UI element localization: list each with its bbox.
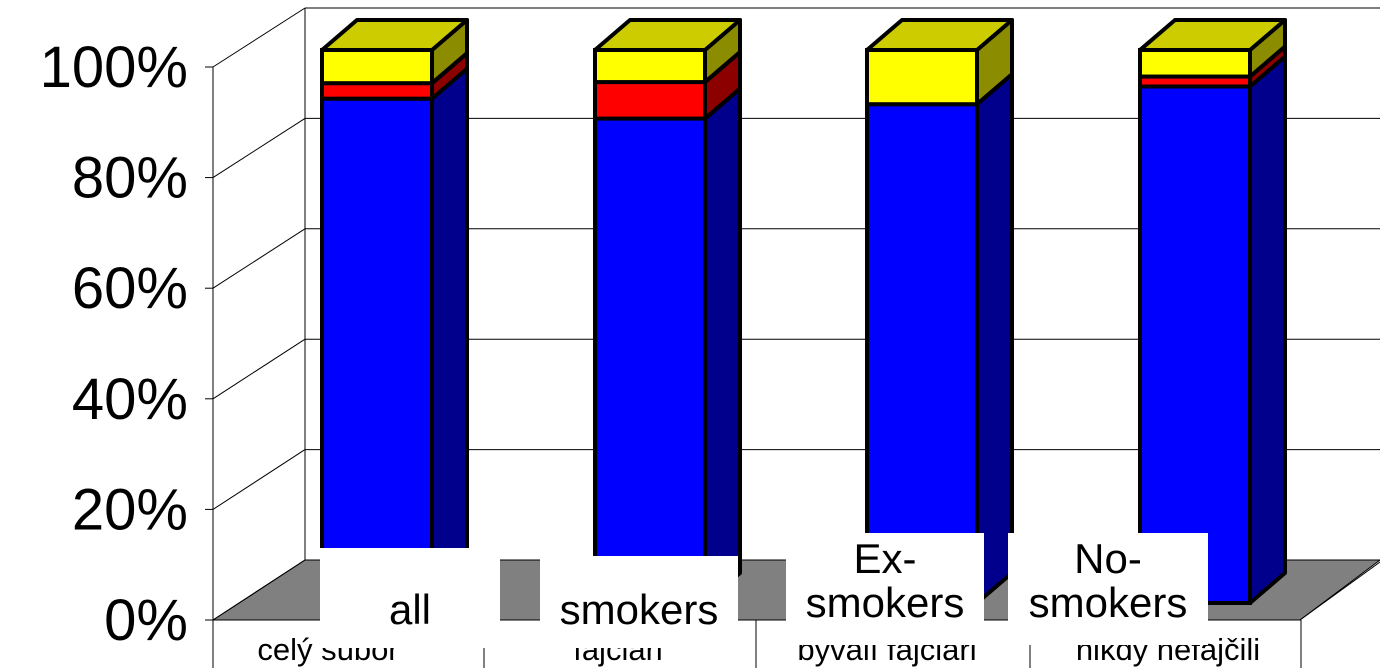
overlay-label-text: No-: [1074, 535, 1142, 582]
bar-stack: [320, 18, 469, 605]
side-gridline: [212, 117, 306, 179]
overlay-label-text: smokers: [806, 579, 965, 626]
overlay-label-box: all: [320, 548, 500, 648]
overlay-label-bg: [540, 556, 738, 648]
overlay-label-box: Ex-smokers: [786, 533, 984, 645]
overlay-label-bg: [1008, 533, 1208, 645]
overlay-label-bg: [320, 548, 500, 648]
bar-segment-side: [430, 66, 469, 605]
y-tick-label: 0%: [104, 588, 188, 653]
overlay-label-text: all: [389, 586, 431, 633]
y-tick-label: 100%: [40, 35, 188, 100]
side-gridline: [212, 338, 306, 400]
bar-segment-side: [975, 72, 1014, 605]
bar-stack: [865, 18, 1014, 605]
y-axis-labels: 0% 20% 40% 60% 80% 100%: [40, 35, 188, 653]
y-tick-label: 60%: [72, 256, 188, 321]
bar-segment: [1138, 48, 1252, 79]
y-tick-label: 40%: [72, 367, 188, 432]
overlay-label-bg: [786, 533, 984, 645]
overlay-label-text: smokers: [1029, 579, 1188, 626]
side-gridline: [212, 228, 306, 289]
overlay-label-box: smokers: [540, 556, 738, 648]
bar-stack: [593, 18, 742, 606]
overlay-label-text: Ex-: [854, 535, 917, 582]
category-labels: celý súbor fajčiari bývalí fajčiari nikdy n…: [212, 620, 1302, 668]
bar-segment: [865, 102, 979, 605]
bar-segment-side: [1248, 54, 1287, 605]
bar-segment: [593, 80, 707, 121]
bar-top: [1138, 18, 1287, 52]
bar-segment: [320, 81, 434, 101]
bar-segment-side: [703, 86, 742, 605]
bar-stack: [1138, 18, 1287, 606]
floor-right-edge: [1299, 561, 1380, 621]
bar-segment: [1138, 84, 1252, 606]
bar-segment: [865, 48, 979, 107]
side-gridline: [212, 449, 306, 510]
overlay-label-text: smokers: [560, 586, 719, 633]
floor-edge: [212, 559, 306, 621]
y-tick-label: 80%: [72, 146, 188, 211]
bars-group: [320, 18, 1287, 606]
bar-segment: [593, 116, 707, 606]
side-gridline: [212, 7, 306, 68]
bar-top: [593, 18, 742, 52]
bar-segment: [320, 96, 434, 605]
y-tick-label: 20%: [72, 477, 188, 542]
bar-top: [320, 18, 469, 52]
bar-segment: [593, 48, 707, 85]
overlay-label-box: No-smokers: [1008, 533, 1208, 645]
bar-segment: [320, 48, 434, 86]
bar-top: [865, 18, 1014, 52]
